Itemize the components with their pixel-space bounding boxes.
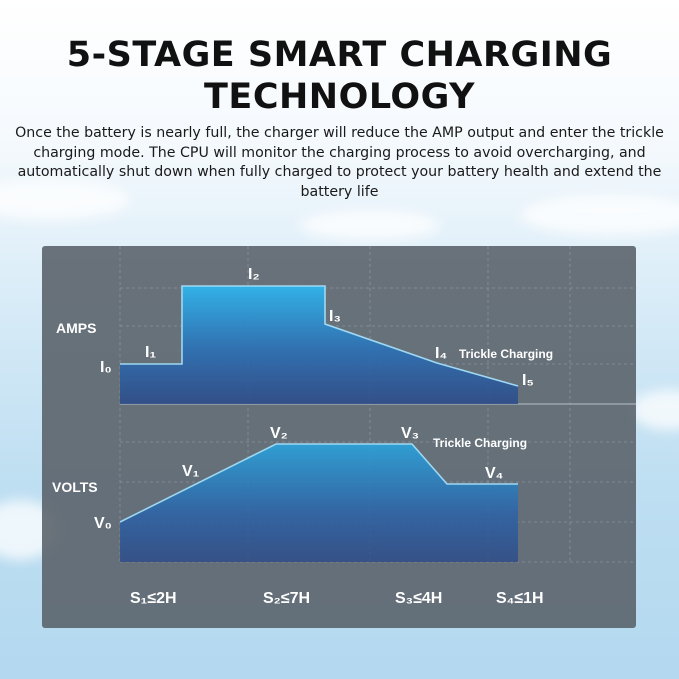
stage-label: S₁≤2H: [130, 590, 177, 607]
page-title: 5-STAGE SMART CHARGING TECHNOLOGY: [66, 35, 613, 117]
volts-curve: [119, 443, 518, 523]
background-cloud: [300, 210, 440, 240]
description-text: Once the battery is nearly full, the cha…: [15, 125, 664, 200]
amps-area: [120, 286, 518, 404]
background-cloud: [630, 390, 679, 430]
volts-axis-label: VOLTS: [52, 479, 98, 495]
amps-axis-label: AMPS: [56, 320, 96, 336]
volts-trickle-annotation: Trickle Charging: [433, 436, 527, 450]
background-cloud: [0, 180, 130, 220]
volts-point-label: V₄: [485, 465, 503, 482]
stage-label: S₃≤4H: [395, 590, 442, 607]
charging-diagram: AMPS VOLTS I₀ I₁ I₂ I₃ I₄ I₅ Trickle Cha…: [52, 246, 636, 607]
stage-label: S₂≤7H: [263, 590, 310, 607]
volts-point-label: V₁: [182, 463, 200, 480]
volts-point-label: V₃: [401, 425, 419, 442]
amps-trickle-annotation: Trickle Charging: [459, 347, 553, 361]
amps-curve: [120, 285, 519, 387]
amps-point-label: I₅: [522, 372, 534, 389]
volts-point-label: V₂: [270, 425, 288, 442]
background-cloud: [520, 195, 679, 235]
amps-point-label: I₃: [329, 308, 341, 325]
amps-point-label: I₄: [435, 345, 447, 362]
amps-point-label: I₁: [145, 344, 156, 361]
charging-diagram-panel: AMPS VOLTS I₀ I₁ I₂ I₃ I₄ I₅ Trickle Cha…: [42, 246, 636, 628]
volts-area: [120, 444, 518, 562]
stage-label: S₄≤1H: [496, 590, 544, 607]
amps-point-label: I₀: [100, 359, 112, 376]
amps-point-label: I₂: [248, 266, 260, 283]
volts-point-label: V₀: [94, 515, 112, 532]
